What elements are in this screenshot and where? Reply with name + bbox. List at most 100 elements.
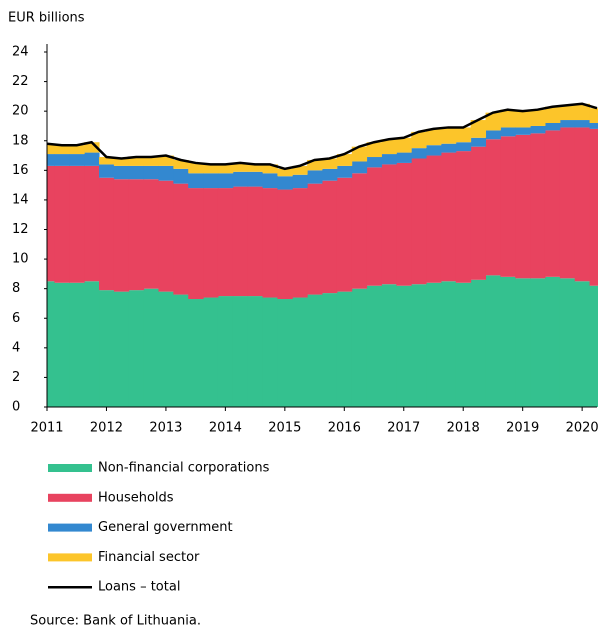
area-segment (128, 165, 145, 180)
y-tick-label: 0 (12, 400, 20, 415)
area-segment (158, 165, 174, 181)
area-segment (559, 127, 576, 279)
y-tick-label: 20 (12, 104, 29, 119)
area-segment (128, 179, 145, 291)
area-segment (559, 120, 576, 128)
area-segment (247, 164, 264, 172)
area-segment (277, 189, 293, 300)
area-segment (307, 294, 323, 407)
area-segment (99, 164, 115, 178)
area-segment (143, 179, 159, 289)
x-tick-label: 2016 (328, 421, 361, 436)
area-segment (411, 148, 427, 159)
area-segment (232, 296, 249, 407)
area-segment (515, 278, 531, 407)
x-tick-label: 2018 (447, 421, 480, 436)
area-segment (84, 152, 100, 166)
area-segment (188, 173, 204, 189)
legend-label: General government (98, 520, 233, 535)
area-segment (47, 143, 55, 155)
area-segment (203, 164, 219, 174)
area-segment (485, 139, 501, 276)
area-segment (128, 290, 145, 407)
y-axis-label: EUR billions (8, 11, 85, 26)
area-segment (292, 174, 308, 189)
area-segment (113, 291, 130, 407)
y-tick-label: 2 (12, 370, 20, 385)
area-segment (173, 294, 189, 407)
area-segment (292, 188, 308, 298)
area-segment (307, 170, 323, 184)
y-tick-label: 14 (12, 192, 29, 207)
area-segment (574, 127, 591, 282)
area-segment (351, 173, 368, 289)
area-segment (530, 133, 546, 279)
area-segment (455, 127, 472, 143)
area-segment (336, 165, 353, 178)
area-segment (559, 278, 576, 407)
area-segment (351, 146, 368, 162)
area-segment (336, 291, 353, 407)
legend-label: Non-financial corporations (98, 461, 270, 476)
area-segment (173, 168, 189, 184)
x-tick-label: 2017 (387, 421, 420, 436)
area-segment (322, 293, 338, 407)
area-segment (99, 157, 115, 165)
area-segment (307, 159, 323, 171)
area-segment (158, 180, 174, 292)
area-segment (411, 158, 427, 285)
area-segment (232, 171, 249, 187)
area-segment (515, 134, 531, 279)
area-segment (381, 284, 397, 407)
area-segment (247, 296, 264, 407)
area-segment (455, 282, 472, 407)
area-segment (589, 128, 598, 286)
area-segment (277, 176, 293, 190)
area-segment (99, 177, 115, 291)
area-segment (113, 165, 130, 180)
area-segment (574, 281, 591, 407)
y-tick-label: 18 (12, 133, 29, 148)
area-segment (530, 278, 546, 407)
area-segment (262, 297, 278, 407)
area-segment (47, 281, 55, 407)
area-segment (470, 279, 487, 407)
y-tick-label: 10 (12, 252, 29, 267)
area-segment (307, 183, 323, 295)
area-segment (426, 155, 442, 283)
area-segment (426, 282, 442, 407)
area-segment (470, 146, 487, 280)
area-segment (500, 276, 516, 407)
area-segment (366, 167, 382, 286)
area-segment (69, 282, 85, 407)
legend: Non-financial corporations Households Gene… (48, 461, 270, 595)
area-segment (217, 164, 234, 174)
y-tick-label: 24 (12, 45, 29, 60)
area-segment (470, 120, 487, 138)
area-segment (470, 137, 487, 147)
area-segment (69, 145, 85, 155)
area-segment (173, 159, 189, 169)
area-segment (277, 168, 293, 177)
area-segment (366, 285, 382, 407)
area-segment (203, 297, 219, 407)
area-segment (262, 164, 278, 174)
area-segment (440, 127, 457, 144)
area-segment (411, 131, 427, 149)
area-segment (366, 157, 382, 168)
area-segment (262, 188, 278, 298)
area-segment (54, 145, 70, 155)
x-tick-label: 2012 (90, 421, 123, 436)
area-segment (322, 168, 338, 181)
area-segment (113, 179, 130, 292)
area-segment (292, 297, 308, 407)
area-segment (143, 157, 159, 166)
area-segment (217, 296, 234, 407)
area-segment (351, 288, 368, 407)
area-segment (292, 165, 308, 175)
x-tick-label: 2020 (566, 421, 598, 436)
area-segment (500, 109, 516, 128)
area-segment (173, 183, 189, 295)
